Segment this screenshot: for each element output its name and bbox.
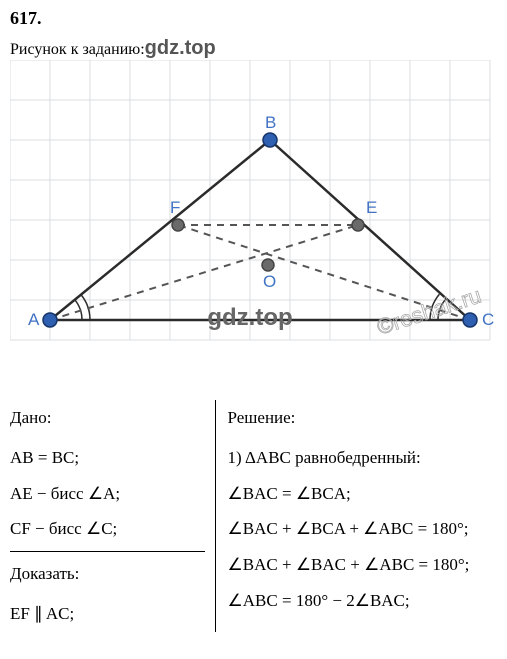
svg-text:C: C — [482, 310, 494, 329]
svg-text:gdz.top: gdz.top — [207, 304, 292, 331]
svg-text:E: E — [366, 198, 377, 217]
solution-text: 1) ΔABC равнобедренный: — [228, 448, 421, 467]
proof-solution-column: Решение: 1) ΔABC равнобедренный: ∠BAC = … — [215, 400, 497, 632]
svg-text:F: F — [170, 198, 180, 217]
problem-number: 617. — [10, 8, 497, 29]
solution-line: ∠ABC = 180° − 2∠BAC; — [228, 583, 497, 619]
solution-label: Решение: — [228, 400, 497, 436]
solution-text: ∠BAC = ∠BCA; — [228, 484, 351, 503]
svg-text:O: O — [263, 272, 276, 291]
given-line: CF − бисс ∠C; — [10, 511, 205, 547]
solution-text: ∠ABC = 180° − 2∠BAC; — [228, 591, 410, 610]
solution-line: 1) ΔABC равнобедренный: — [228, 440, 497, 476]
proof-table: Дано: AB = BC; AE − бисс ∠A; CF − бисс ∠… — [10, 400, 497, 632]
geometry-diagram: gdz.top ©reshak.ru A B C F E O — [10, 60, 497, 370]
prove-text: EF ∥ AC; — [10, 604, 74, 623]
given-text: CF − бисс ∠C; — [10, 519, 117, 538]
diagram-svg: gdz.top ©reshak.ru A B C F E O — [10, 60, 497, 370]
solution-text: ∠BAC + ∠BAC + ∠ABC = 180°; — [228, 555, 470, 574]
given-line: AB = BC; — [10, 440, 205, 476]
prove-label: Доказать: — [10, 556, 205, 592]
solution-line: ∠BAC + ∠BAC + ∠ABC = 180°; — [228, 547, 497, 583]
given-text: AE − бисс ∠A; — [10, 484, 120, 503]
svg-text:B: B — [265, 113, 276, 132]
solution-line: ∠BAC + ∠BCA + ∠ABC = 180°; — [228, 511, 497, 547]
figure-label-row: Рисунок к заданию:gdz.top — [10, 37, 497, 60]
given-label: Дано: — [10, 400, 205, 436]
prove-line: EF ∥ AC; — [10, 596, 205, 632]
given-text: AB = BC; — [10, 448, 79, 467]
proof-given-column: Дано: AB = BC; AE − бисс ∠A; CF − бисс ∠… — [10, 400, 215, 632]
svg-text:A: A — [28, 310, 40, 329]
watermark-top: gdz.top — [145, 37, 216, 59]
solution-text: ∠BAC + ∠BCA + ∠ABC = 180°; — [228, 519, 469, 538]
solution-line: ∠BAC = ∠BCA; — [228, 476, 497, 512]
divider — [10, 551, 205, 552]
figure-label: Рисунок к заданию: — [10, 41, 145, 58]
svg-text:©reshak.ru: ©reshak.ru — [374, 283, 484, 340]
given-line: AE − бисс ∠A; — [10, 476, 205, 512]
